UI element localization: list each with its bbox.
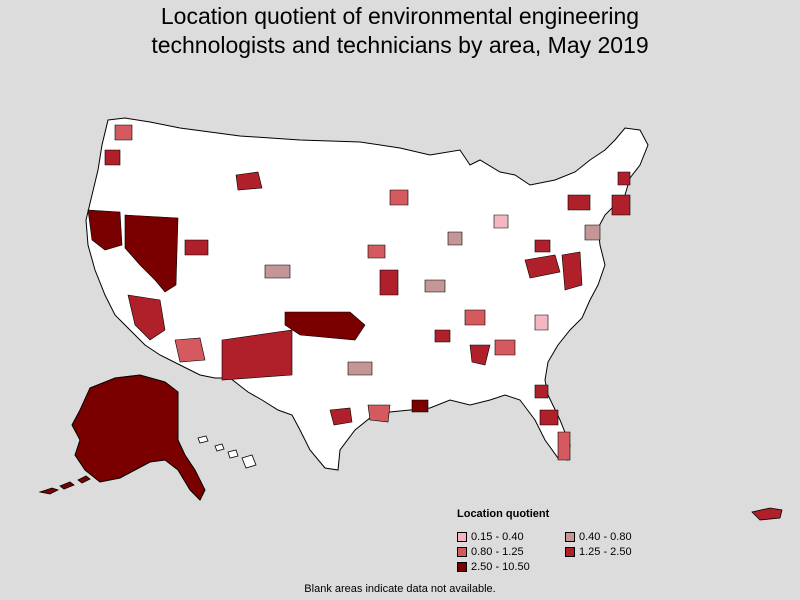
iowa-area	[367, 244, 386, 259]
kansas-area	[379, 269, 399, 296]
arizona-area	[174, 337, 206, 363]
legend-swatch	[457, 546, 467, 557]
tennessee-area	[464, 309, 486, 326]
mississippi-area	[434, 329, 451, 343]
new-england-area	[611, 194, 631, 216]
socal-area	[127, 294, 166, 341]
title-line-2: technologists and technicians by area, M…	[151, 32, 649, 58]
colorado-area	[264, 264, 291, 279]
portland-area	[104, 149, 121, 166]
montana-area	[235, 171, 263, 191]
legend-label: 0.15 - 0.40	[471, 530, 524, 543]
michigan-area	[493, 214, 509, 229]
nevada-area	[124, 214, 179, 293]
legend-item-2-50-10-50: 2.50 - 10.50	[457, 560, 530, 573]
boston-area	[617, 171, 631, 186]
georgia-area	[494, 339, 516, 356]
alaska-aleutians	[38, 475, 91, 495]
legend-label: 0.40 - 0.80	[579, 530, 632, 543]
virginia-area	[561, 251, 583, 291]
title-line-1: Location quotient of environmental engin…	[160, 3, 640, 29]
arkansas-area	[347, 361, 373, 376]
north-florida-area	[534, 384, 549, 399]
miami-area	[557, 431, 571, 461]
new-york-area	[567, 194, 591, 211]
north-carolina-area	[534, 314, 549, 331]
legend-item-0-40-0-80: 0.40 - 0.80	[565, 530, 632, 543]
oklahoma-area	[284, 311, 366, 341]
legend-label: 0.80 - 1.25	[471, 545, 524, 558]
illinois-area	[447, 231, 463, 246]
legend-title: Location quotient	[457, 508, 550, 520]
legend: Location quotient 0.15 - 0.40 0.40 - 0.8…	[455, 508, 675, 578]
legend-swatch	[565, 546, 575, 557]
legend-item-1-25-2-50: 1.25 - 2.50	[565, 545, 632, 558]
metro-areas	[87, 124, 631, 461]
legend-item-0-80-1-25: 0.80 - 1.25	[457, 545, 524, 558]
washington-area	[114, 124, 133, 141]
legend-swatch	[457, 531, 467, 542]
new-mexico-area	[221, 329, 293, 381]
legend-swatch	[457, 561, 467, 572]
houston-area	[367, 404, 391, 423]
kentucky-area	[524, 254, 561, 279]
ohio-area	[534, 239, 551, 253]
legend-label: 2.50 - 10.50	[471, 560, 530, 573]
map-title: Location quotient of environmental engin…	[100, 2, 700, 60]
legend-item-0-15-0-40: 0.15 - 0.40	[457, 530, 524, 543]
puerto-rico	[751, 507, 783, 521]
hawaii-islands	[197, 435, 257, 469]
legend-swatch	[565, 531, 575, 542]
tampa-area	[539, 409, 559, 426]
minneapolis-area	[389, 189, 409, 206]
norcal-area	[87, 209, 123, 251]
missouri-area	[424, 279, 446, 293]
alabama-area	[469, 344, 491, 366]
footnote: Blank areas indicate data not available.	[304, 583, 496, 595]
pennsylvania-area	[584, 224, 601, 241]
texas-area	[329, 407, 353, 426]
louisiana-area	[411, 399, 429, 413]
utah-area	[184, 239, 209, 256]
alaska-land	[71, 374, 206, 501]
legend-label: 1.25 - 2.50	[579, 545, 632, 558]
